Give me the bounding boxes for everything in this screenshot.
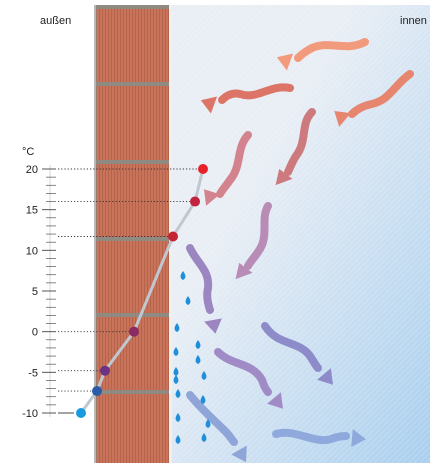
water-drop bbox=[174, 323, 180, 332]
airflow-arrow bbox=[204, 131, 252, 206]
brick-wall bbox=[94, 5, 172, 463]
water-drop bbox=[201, 371, 207, 380]
airflow-arrow bbox=[334, 70, 414, 127]
airflow-arrow bbox=[186, 391, 247, 463]
inside-label: innen bbox=[400, 15, 427, 27]
profile-point bbox=[198, 164, 208, 174]
airflow-arrow bbox=[275, 108, 316, 186]
water-drop bbox=[173, 347, 179, 356]
mortar-joint bbox=[96, 160, 170, 164]
mortar-joint bbox=[96, 313, 170, 317]
unit-label: °C bbox=[22, 146, 34, 158]
airflow-arrow bbox=[186, 244, 222, 334]
water-drop bbox=[175, 389, 181, 398]
water-drop bbox=[175, 435, 181, 444]
condensation-drops bbox=[173, 271, 211, 444]
scale-tick-label: -5 bbox=[28, 367, 38, 379]
airflow-arrow bbox=[200, 83, 294, 114]
water-drop bbox=[205, 419, 211, 428]
airflow-arrows bbox=[186, 38, 414, 463]
mortar-joints bbox=[96, 5, 170, 394]
temperature-profile bbox=[76, 164, 208, 418]
scale-tick-label: 20 bbox=[26, 164, 38, 176]
profile-point bbox=[92, 386, 102, 397]
scale-tick-label: -10 bbox=[22, 408, 38, 420]
water-drop bbox=[185, 296, 191, 305]
profile-point bbox=[100, 365, 110, 376]
water-drop bbox=[195, 340, 201, 349]
scale-tick-label: 5 bbox=[32, 286, 38, 298]
interior-hatch bbox=[171, 5, 430, 463]
water-drop bbox=[173, 367, 179, 376]
mortar-joint bbox=[96, 5, 170, 9]
outside-label: außen bbox=[40, 15, 71, 27]
profile-point bbox=[168, 231, 178, 242]
profile-point bbox=[129, 326, 139, 337]
profile-point bbox=[190, 196, 200, 207]
scale-tick-label: 0 bbox=[32, 327, 38, 339]
water-drop bbox=[175, 413, 181, 422]
water-drop bbox=[173, 375, 179, 384]
profile-point bbox=[76, 408, 86, 418]
mortar-joint bbox=[96, 82, 170, 86]
temperature-scale: 20 15 10 5 0 -5 -10 bbox=[22, 164, 56, 420]
dotted-guides bbox=[58, 168, 199, 414]
mortar-joint bbox=[96, 390, 170, 394]
scale-tick-label: 15 bbox=[26, 205, 38, 217]
water-drop bbox=[195, 355, 201, 364]
airflow-arrow bbox=[214, 348, 283, 409]
airflow-arrow bbox=[272, 428, 366, 447]
water-drop bbox=[201, 433, 207, 442]
water-drop bbox=[200, 395, 206, 404]
airflow-arrow bbox=[261, 322, 333, 385]
airflow-arrow bbox=[276, 38, 369, 71]
mortar-joint bbox=[96, 237, 170, 241]
water-drop bbox=[180, 271, 186, 280]
scale-tick-label: 10 bbox=[26, 245, 38, 257]
airflow-arrow bbox=[235, 202, 272, 280]
